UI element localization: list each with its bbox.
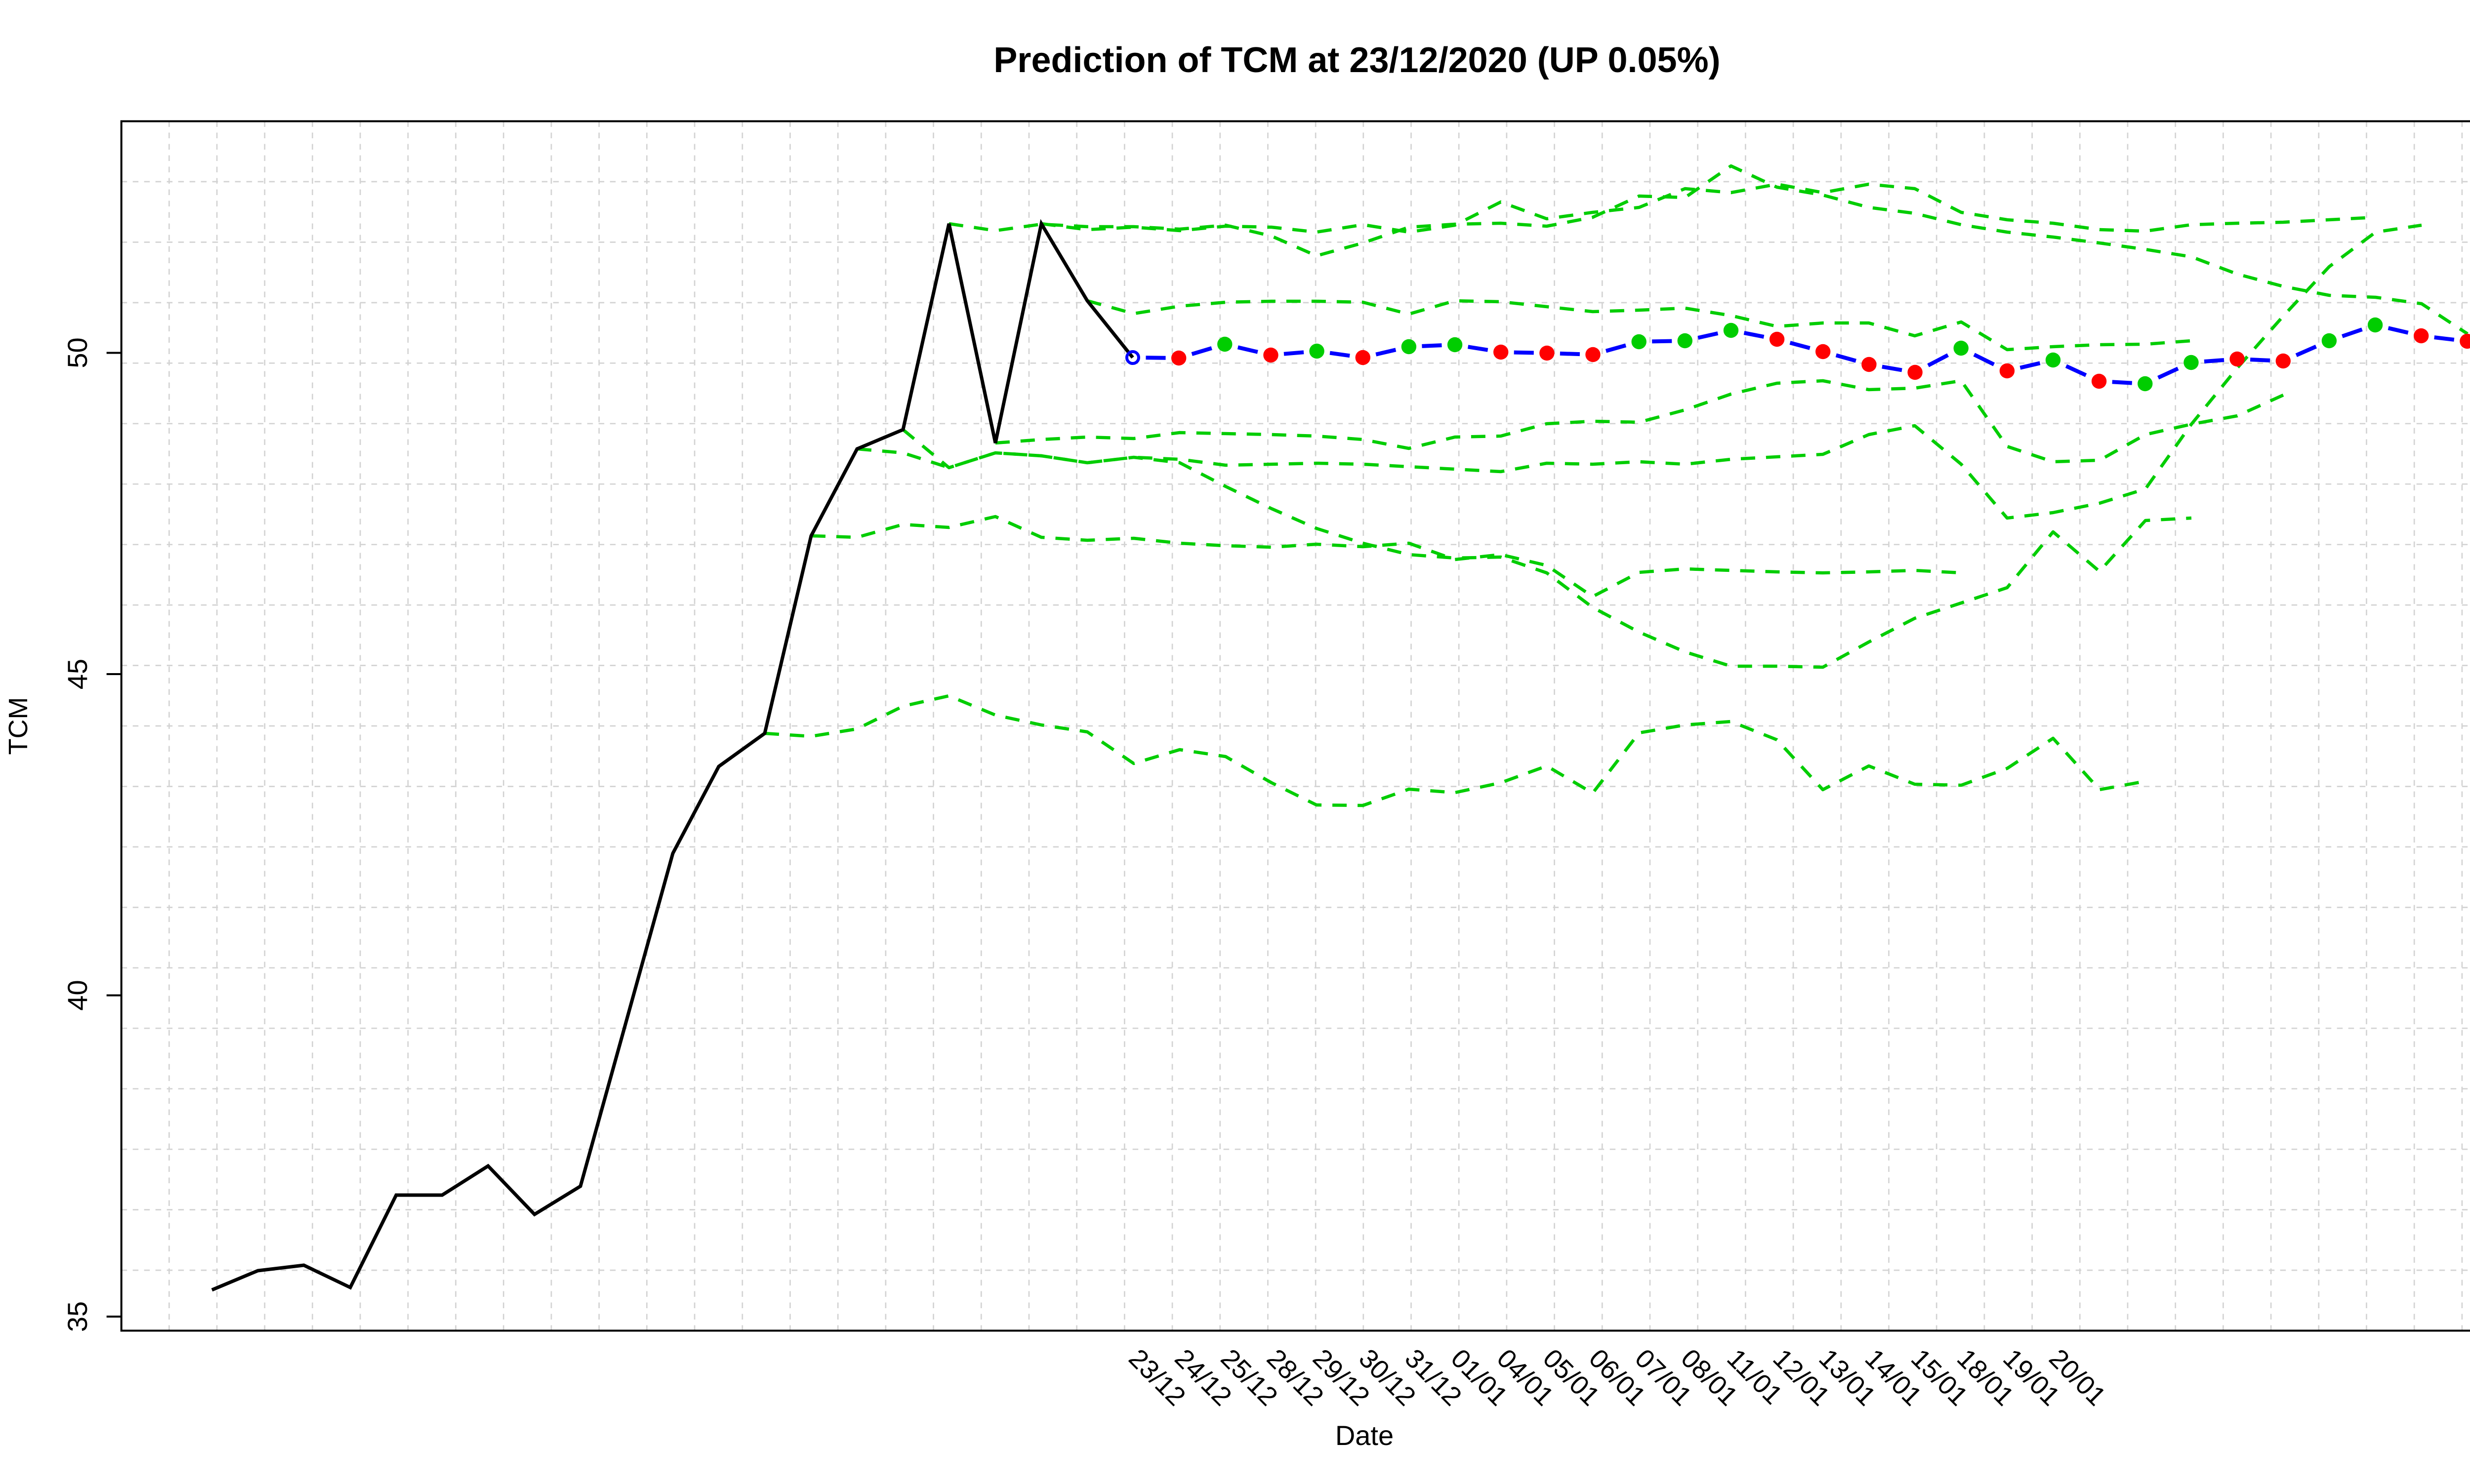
svg-text:45: 45 (62, 659, 93, 689)
svg-text:40: 40 (62, 980, 93, 1010)
svg-text:50: 50 (62, 337, 93, 368)
svg-text:TCM: TCM (3, 697, 33, 755)
svg-text:Date: Date (1335, 1420, 1394, 1451)
svg-text:Prediction of TCM at 23/12/202: Prediction of TCM at 23/12/2020 (UP 0.05… (993, 40, 1720, 80)
svg-text:35: 35 (62, 1301, 93, 1332)
